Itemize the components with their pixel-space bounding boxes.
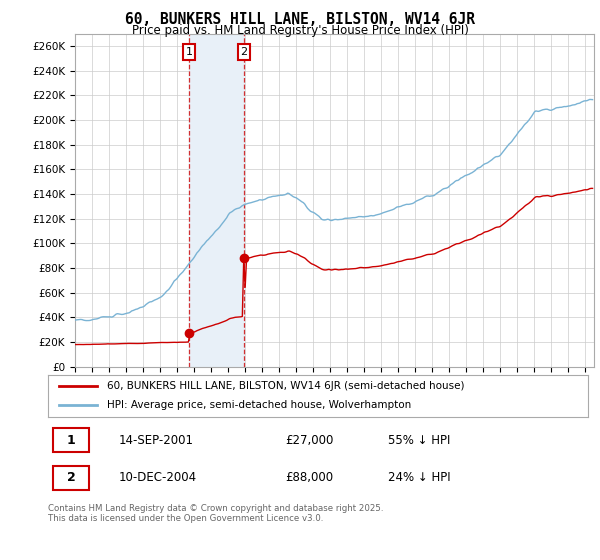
Text: 24% ↓ HPI: 24% ↓ HPI <box>388 471 451 484</box>
Text: Contains HM Land Registry data © Crown copyright and database right 2025.
This d: Contains HM Land Registry data © Crown c… <box>48 504 383 524</box>
Text: 2: 2 <box>241 47 248 57</box>
Text: 60, BUNKERS HILL LANE, BILSTON, WV14 6JR (semi-detached house): 60, BUNKERS HILL LANE, BILSTON, WV14 6JR… <box>107 381 465 391</box>
Text: Price paid vs. HM Land Registry's House Price Index (HPI): Price paid vs. HM Land Registry's House … <box>131 24 469 36</box>
Bar <box>189 34 244 367</box>
Text: 1: 1 <box>67 433 76 447</box>
Text: HPI: Average price, semi-detached house, Wolverhampton: HPI: Average price, semi-detached house,… <box>107 400 412 410</box>
Text: 60, BUNKERS HILL LANE, BILSTON, WV14 6JR: 60, BUNKERS HILL LANE, BILSTON, WV14 6JR <box>125 12 475 27</box>
Text: 10-DEC-2004: 10-DEC-2004 <box>118 471 196 484</box>
Text: £88,000: £88,000 <box>286 471 334 484</box>
Text: 14-SEP-2001: 14-SEP-2001 <box>118 433 193 447</box>
Text: £27,000: £27,000 <box>286 433 334 447</box>
Text: 1: 1 <box>185 47 193 57</box>
FancyBboxPatch shape <box>53 428 89 452</box>
Text: 2: 2 <box>67 471 76 484</box>
Text: 55% ↓ HPI: 55% ↓ HPI <box>388 433 451 447</box>
FancyBboxPatch shape <box>53 465 89 490</box>
